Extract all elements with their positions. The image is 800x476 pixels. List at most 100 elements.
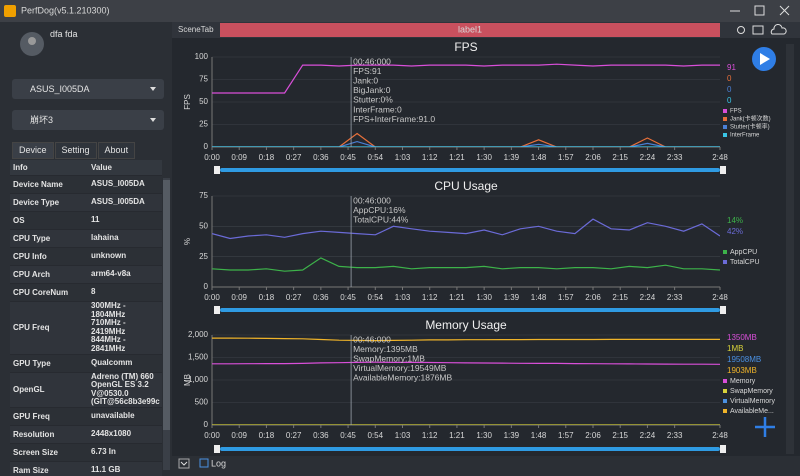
series-line: [212, 132, 720, 147]
info-cell: CPU Freq: [13, 323, 50, 333]
device-dropdown[interactable]: ASUS_I005DA: [12, 79, 164, 99]
device-table: Info Value Device Name ASUS_I005DA Device Ty…: [10, 160, 162, 476]
info-cell: Device Type: [13, 198, 60, 207]
value-cell: ASUS_I005DA: [91, 180, 162, 189]
x-tick-label: 1:21: [449, 293, 465, 302]
x-tick-label: 0:18: [259, 293, 275, 302]
value-cell: arm64-v8a: [91, 270, 162, 279]
x-tick-label: 2:33: [667, 431, 683, 440]
current-value: 42%: [727, 227, 743, 236]
slider-handle[interactable]: [720, 445, 726, 453]
x-tick-label: 0:45: [340, 293, 356, 302]
slider-handle[interactable]: [720, 306, 726, 314]
x-tick-label: 1:48: [531, 431, 547, 440]
x-tick-label: 0:18: [259, 431, 275, 440]
y-tick-label: 75: [199, 191, 208, 200]
collapse-button[interactable]: [178, 458, 190, 469]
cursor-annotation: Memory:1395MB: [353, 344, 418, 354]
table-header: Info Value: [10, 160, 162, 176]
slider-handle[interactable]: [720, 166, 726, 174]
add-button[interactable]: [755, 417, 775, 437]
x-tick-label: 1:21: [449, 153, 465, 162]
slider-handle[interactable]: [214, 306, 220, 314]
legend-swatch: [723, 109, 727, 113]
log-checkbox[interactable]: [199, 458, 209, 468]
current-value: 0: [727, 96, 732, 105]
value-cell: unavailable: [91, 412, 162, 421]
table-row: CPU Info unknown: [10, 248, 162, 266]
x-tick-label: 2:06: [585, 293, 601, 302]
info-cell: GPU Freq: [13, 411, 50, 421]
value-line: lahaina: [91, 233, 119, 243]
bottom-bar: [172, 456, 800, 476]
value-cell: unknown: [91, 252, 162, 261]
range-slider[interactable]: [220, 168, 720, 172]
current-value: 91: [727, 63, 736, 72]
location-icon[interactable]: [737, 26, 745, 34]
x-tick-label: 0:27: [286, 431, 302, 440]
legend-label: InterFrame: [730, 133, 760, 139]
close-button[interactable]: [779, 5, 790, 16]
cursor-annotation: FPS:91: [353, 66, 382, 76]
table-row: Resolution 2448x1080: [10, 425, 162, 444]
x-tick-label: 1:12: [422, 293, 438, 302]
play-icon: [760, 53, 770, 65]
value-cell: 300MHz -1804MHz 710MHz -2419MHz 844MHz -28…: [91, 301, 162, 354]
scene-tab[interactable]: SceneTab: [178, 25, 214, 34]
legend-swatch: [723, 389, 727, 393]
value-line: 844MHz -: [91, 335, 126, 345]
value-line: ASUS_I005DA: [91, 197, 145, 207]
log-label[interactable]: Log: [211, 458, 226, 468]
info-cell: Ram Size: [13, 465, 49, 475]
slider-handle[interactable]: [214, 166, 220, 174]
maximize-button[interactable]: [754, 5, 765, 16]
legend-swatch: [723, 250, 727, 254]
legend-swatch: [723, 379, 727, 383]
panel-tab[interactable]: About: [97, 142, 136, 159]
series-line: [212, 257, 720, 272]
range-slider[interactable]: [220, 447, 720, 451]
cursor-annotation: InterFrame:0: [353, 104, 402, 114]
cloud-icon[interactable]: [770, 24, 787, 35]
x-tick-label: 1:03: [395, 293, 411, 302]
x-tick-label: 0:45: [340, 153, 356, 162]
legend-label: SwapMemory: [730, 388, 773, 395]
x-tick-label: 2:06: [585, 431, 601, 440]
x-tick-label: 0:00: [204, 293, 220, 302]
y-tick-label: 50: [199, 221, 208, 230]
label-tab-bg[interactable]: [220, 23, 720, 37]
current-value: 1MB: [727, 344, 743, 353]
table-row: OS 11: [10, 212, 162, 230]
side-scroll-thumb[interactable]: [163, 180, 170, 430]
x-tick-label: 1:57: [558, 431, 574, 440]
legend-swatch: [723, 133, 727, 137]
panel-tab[interactable]: Device: [12, 142, 54, 159]
value-line: 2419MHz: [91, 326, 126, 336]
value-cell: 11: [91, 216, 162, 225]
cursor-annotation: FPS+InterFrame:91.0: [353, 114, 435, 124]
legend-label: Stutter(卡顿率): [730, 123, 770, 131]
y-axis-label: FPS: [183, 94, 192, 110]
label-tab[interactable]: label1: [458, 24, 482, 34]
folder-icon[interactable]: [752, 25, 764, 35]
x-tick-label: 1:39: [504, 431, 520, 440]
device-panel: dfa fda ASUS_I005DA 崩坏3 Device Setting Abo…: [0, 22, 172, 476]
x-tick-label: 2:24: [640, 431, 656, 440]
x-tick-label: 2:48: [712, 431, 728, 440]
slider-handle[interactable]: [214, 445, 220, 453]
series-line: [212, 218, 720, 240]
main-scrollbar[interactable]: [786, 44, 794, 454]
legend-label: FPS: [730, 109, 742, 115]
avatar: [20, 32, 44, 56]
value-line: unknown: [91, 251, 127, 261]
range-slider[interactable]: [220, 308, 720, 312]
y-axis-label: %: [183, 238, 192, 245]
panel-tab[interactable]: Setting: [54, 142, 97, 159]
x-tick-label: 2:33: [667, 293, 683, 302]
app-dropdown[interactable]: 崩坏3: [12, 110, 164, 130]
legend-swatch: [723, 409, 727, 413]
y-tick-label: 75: [199, 75, 208, 84]
value-line: 2841MHz: [91, 343, 126, 353]
x-tick-label: 0:36: [313, 293, 329, 302]
